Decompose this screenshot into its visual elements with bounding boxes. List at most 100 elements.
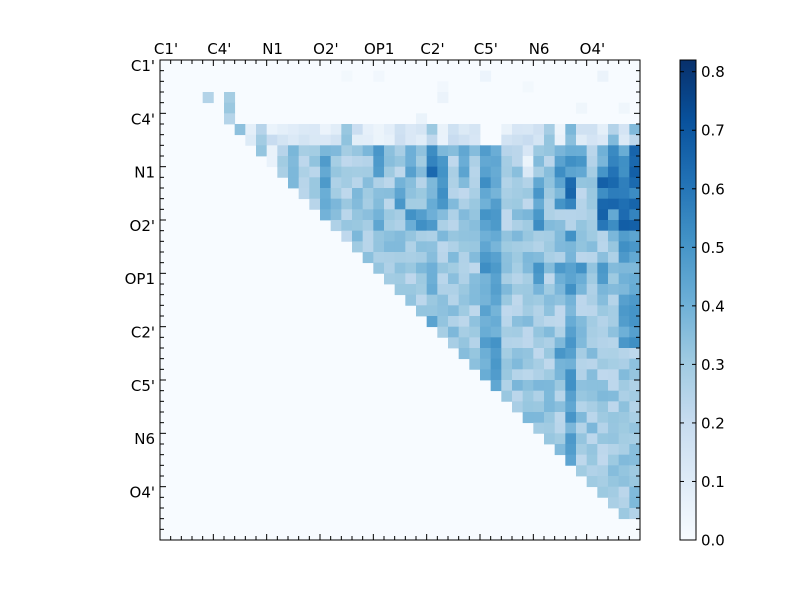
heatmap-cell: [533, 230, 545, 242]
heatmap-cell: [309, 156, 321, 168]
heatmap-cell: [394, 220, 406, 232]
heatmap-cell: [309, 124, 321, 136]
heatmap-cell: [437, 262, 449, 274]
x-tick-label: O4': [580, 40, 605, 58]
heatmap-cell: [629, 476, 641, 488]
heatmap-cell: [597, 422, 609, 434]
colorbar-tick-label: 0.0: [701, 532, 725, 550]
heatmap-cell: [533, 358, 545, 370]
heatmap-cell: [544, 145, 556, 157]
heatmap-cell: [512, 252, 524, 264]
heatmap-cell: [458, 134, 470, 146]
heatmap-cell: [245, 134, 257, 146]
heatmap-cell: [554, 444, 566, 456]
heatmap-cell: [437, 209, 449, 221]
y-tick-label: N6: [134, 430, 155, 448]
heatmap-cell: [458, 241, 470, 253]
heatmap-cell: [618, 124, 630, 136]
heatmap-cell: [597, 444, 609, 456]
heatmap-cell: [533, 326, 545, 338]
heatmap-cell: [629, 401, 641, 413]
heatmap-cell: [586, 380, 598, 392]
minor-ticks: [159, 59, 641, 541]
heatmap-cell: [480, 305, 492, 317]
heatmap-cell: [608, 348, 620, 360]
heatmap-cell: [288, 145, 300, 157]
heatmap-cell: [341, 70, 353, 82]
colorbar-tick-label: 0.1: [701, 473, 725, 491]
heatmap-cell: [608, 241, 620, 253]
heatmap-cell: [629, 124, 641, 136]
heatmap-cell: [522, 124, 534, 136]
heatmap-cell: [480, 284, 492, 296]
heatmap-cell: [426, 156, 438, 168]
heatmap-cell: [522, 252, 534, 264]
heatmap-cell: [469, 348, 481, 360]
heatmap-cell: [469, 241, 481, 253]
heatmap-cell: [608, 273, 620, 285]
heatmap-cell: [608, 177, 620, 189]
heatmap-cell: [352, 198, 364, 210]
heatmap-cell: [501, 230, 513, 242]
heatmap-cell: [533, 156, 545, 168]
heatmap-cell: [586, 476, 598, 488]
heatmap-cell: [608, 433, 620, 445]
heatmap-cell: [480, 241, 492, 253]
heatmap-cell: [448, 156, 460, 168]
heatmap-cell: [362, 230, 374, 242]
heatmap-cell: [597, 476, 609, 488]
heatmap-cell: [362, 145, 374, 157]
heatmap-cell: [544, 177, 556, 189]
heatmap-cell: [437, 230, 449, 242]
heatmap-cell: [448, 252, 460, 264]
heatmap-cell: [597, 209, 609, 221]
heatmap-cell: [458, 284, 470, 296]
heatmap-cell: [458, 252, 470, 264]
heatmap-cell: [576, 124, 588, 136]
heatmap-cell: [416, 177, 428, 189]
heatmap-cell: [448, 230, 460, 242]
heatmap-cell: [522, 188, 534, 200]
heatmap-cell: [533, 337, 545, 349]
heatmap-cell: [469, 134, 481, 146]
heatmap-cell: [501, 198, 513, 210]
heatmap-cell: [480, 358, 492, 370]
heatmap-cell: [533, 177, 545, 189]
heatmap-cell: [405, 230, 417, 242]
heatmap-cell: [618, 316, 630, 328]
heatmap-cell: [384, 262, 396, 274]
heatmap-cell: [426, 124, 438, 136]
heatmap-cell: [458, 198, 470, 210]
heatmap-cell: [576, 102, 588, 114]
heatmap-cell: [426, 294, 438, 306]
heatmap-cell: [309, 177, 321, 189]
heatmap-cell: [522, 348, 534, 360]
heatmap-cell: [597, 284, 609, 296]
heatmap-cell: [352, 166, 364, 178]
heatmap-cell: [576, 422, 588, 434]
heatmap-cell: [490, 145, 502, 157]
heatmap-cell: [544, 188, 556, 200]
heatmap-cell: [490, 220, 502, 232]
heatmap-cell: [618, 241, 630, 253]
heatmap-cell: [469, 273, 481, 285]
heatmap-cell: [554, 422, 566, 434]
heatmap-cell: [554, 305, 566, 317]
heatmap-cell: [597, 454, 609, 466]
heatmap-cell: [501, 220, 513, 232]
heatmap-cell: [618, 422, 630, 434]
heatmap-cell: [426, 188, 438, 200]
heatmap-cell: [373, 230, 385, 242]
heatmap-cell: [320, 134, 332, 146]
heatmap-cell: [629, 316, 641, 328]
heatmap-cell: [309, 145, 321, 157]
heatmap-cell: [522, 326, 534, 338]
heatmap-cell: [618, 177, 630, 189]
heatmap-cell: [597, 134, 609, 146]
heatmap-cell: [490, 337, 502, 349]
heatmap-cell: [586, 252, 598, 264]
heatmap-cell: [629, 465, 641, 477]
heatmap-cell: [362, 134, 374, 146]
heatmap-cell: [554, 369, 566, 381]
heatmap-cell: [245, 124, 257, 136]
